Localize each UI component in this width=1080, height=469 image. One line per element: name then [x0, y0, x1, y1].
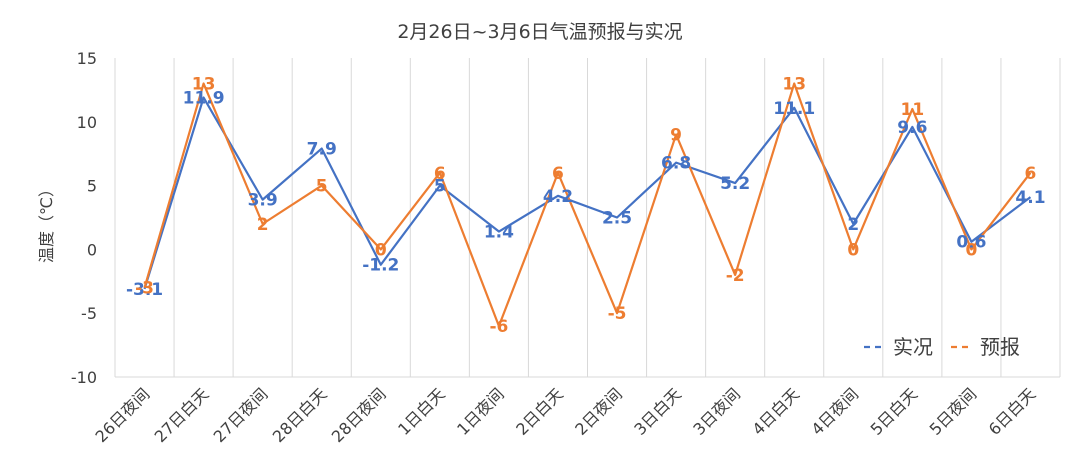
x-tick-label: 4日白天: [748, 384, 803, 439]
data-label-actual: 7.9: [307, 140, 337, 160]
y-tick-label: 0: [87, 240, 97, 259]
y-tick-label: 15: [77, 49, 97, 68]
x-tick-label: 3日夜间: [689, 384, 744, 439]
grid-lines: [114, 58, 1061, 378]
x-tick-label: 26日夜间: [92, 384, 154, 446]
x-tick-label: 2日白天: [512, 384, 567, 439]
chart-title: 2月26日~3月6日气温预报与实况: [397, 21, 682, 43]
x-tick-label: 2日夜间: [571, 384, 626, 439]
data-label-forecast: 13: [782, 75, 806, 95]
data-label-actual: 2: [847, 215, 859, 235]
data-label-forecast: -6: [489, 317, 508, 337]
y-tick-labels: 15 10 5 0 -5 -10: [71, 49, 97, 387]
data-label-forecast: 6: [1025, 164, 1037, 184]
data-label-forecast: 6: [434, 164, 446, 184]
data-label-forecast: -2: [726, 266, 745, 286]
y-axis-label: 温度（℃）: [37, 181, 56, 263]
data-label-actual: 4.2: [543, 187, 573, 207]
data-label-forecast: -3: [135, 279, 154, 299]
data-label-actual: 5.2: [720, 174, 750, 194]
x-tick-label: 5日夜间: [926, 384, 981, 439]
data-label-forecast: 0: [847, 240, 859, 260]
data-label-actual: 4.1: [1015, 188, 1045, 208]
series-line-forecast: [143, 82, 1032, 328]
data-label-actual: 1.4: [484, 223, 514, 243]
data-label-forecast: 0: [965, 240, 977, 260]
x-tick-label: 28日白天: [269, 384, 331, 446]
data-label-actual: 9.6: [897, 118, 927, 138]
x-tick-label: 6日白天: [985, 384, 1040, 439]
x-tick-label: 5日白天: [867, 384, 922, 439]
y-tick-label: 10: [77, 113, 97, 132]
data-label-forecast: 9: [670, 126, 682, 146]
data-label-actual: 5: [434, 177, 446, 197]
data-label-actual: 2.5: [602, 209, 632, 229]
legend: 实况 预报: [864, 335, 1020, 359]
x-tick-label: 1日白天: [394, 384, 449, 439]
x-tick-label: 1日夜间: [453, 384, 508, 439]
y-tick-label: -10: [71, 368, 97, 387]
data-label-actual: 6.8: [661, 154, 691, 174]
data-label-forecast: 6: [552, 164, 564, 184]
data-labels: -3.1 11.9 3.9 7.9 -1.2 5 1.4 4.2 2.5 6.8 5.2 11.1 2 9…: [126, 75, 1046, 337]
data-label-actual: 11.1: [773, 99, 815, 119]
data-label-forecast: 5: [316, 177, 328, 197]
y-tick-label: 5: [87, 177, 97, 196]
data-label-forecast: 11: [901, 100, 925, 120]
y-tick-label: -5: [81, 304, 97, 323]
x-tick-label: 4日夜间: [808, 384, 863, 439]
data-label-forecast: 0: [375, 240, 387, 260]
x-tick-label: 28日夜间: [328, 384, 390, 446]
data-label-forecast: 13: [192, 75, 216, 95]
x-tick-label: 27日白天: [151, 384, 213, 446]
x-tick-label: 3日白天: [630, 384, 685, 439]
data-label-forecast: 2: [257, 215, 269, 235]
data-label-actual: 11.9: [183, 89, 225, 109]
legend-label: 实况: [893, 335, 933, 359]
series-line-actual: [143, 96, 1032, 290]
data-label-actual: -3.1: [126, 280, 163, 300]
series-lines: [143, 82, 1032, 328]
data-label-actual: -1.2: [362, 256, 399, 276]
data-label-actual: 0.6: [956, 233, 986, 253]
data-label-actual: 3.9: [248, 191, 278, 211]
x-tick-label: 27日夜间: [210, 384, 272, 446]
legend-label: 预报: [980, 335, 1020, 359]
data-label-forecast: -5: [608, 304, 627, 324]
